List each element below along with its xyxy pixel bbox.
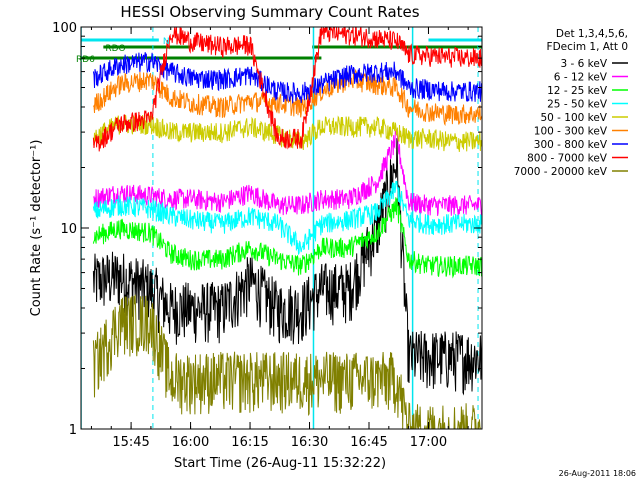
- y-axis-label: Count Rate (s⁻¹ detector⁻¹): [29, 140, 44, 317]
- flag-label-rd6: RD6: [76, 55, 95, 65]
- date-stamp: 26-Aug-2011 18:06: [559, 469, 636, 478]
- legend-entry-label: 800 - 7000 keV: [527, 153, 608, 165]
- x-tick-label: 16:15: [231, 435, 268, 450]
- series-line: [93, 129, 482, 218]
- legend-entry-label: 7000 - 20000 keV: [514, 166, 608, 178]
- legend-entry-label: 100 - 300 keV: [534, 126, 608, 138]
- legend-header-line: FDecim 1, Att 0: [547, 41, 628, 53]
- series-line: [92, 138, 482, 396]
- series-line: [92, 180, 482, 256]
- x-tick-label: 16:00: [172, 435, 209, 450]
- flag-label-rdo: RDO: [105, 44, 125, 54]
- legend-entry-label: 50 - 100 keV: [540, 112, 607, 124]
- legend: Det 1,3,4,5,6,FDecim 1, Att 0 3 - 6 keV 6 …: [514, 28, 628, 178]
- series-line: [92, 68, 482, 127]
- y-tick-label: 100: [52, 21, 77, 36]
- x-tick-label: 16:30: [291, 435, 328, 450]
- legend-entry-label: 3 - 6 keV: [560, 58, 607, 70]
- legend-entry-label: 25 - 50 keV: [547, 99, 608, 111]
- y-tick-label: 1: [69, 423, 77, 438]
- series-line: [92, 197, 482, 279]
- y-tick-label: 10: [60, 222, 77, 237]
- legend-entry-label: 300 - 800 keV: [534, 139, 608, 151]
- legend-entry-label: 12 - 25 keV: [547, 85, 608, 97]
- flag-label-n: N: [163, 37, 170, 47]
- x-tick-label: 16:45: [350, 435, 387, 450]
- x-tick-label: 17:00: [410, 435, 447, 450]
- legend-header-line: Det 1,3,4,5,6,: [556, 28, 628, 40]
- series-line: [92, 27, 482, 152]
- series-line: [92, 294, 482, 429]
- series-line: [92, 52, 482, 104]
- chart-title: HESSI Observing Summary Count Rates: [120, 3, 419, 21]
- x-axis-label: Start Time (26-Aug-11 15:32:22): [174, 456, 386, 471]
- x-tick-label: 15:45: [112, 435, 149, 450]
- legend-entry-label: 6 - 12 keV: [554, 72, 608, 84]
